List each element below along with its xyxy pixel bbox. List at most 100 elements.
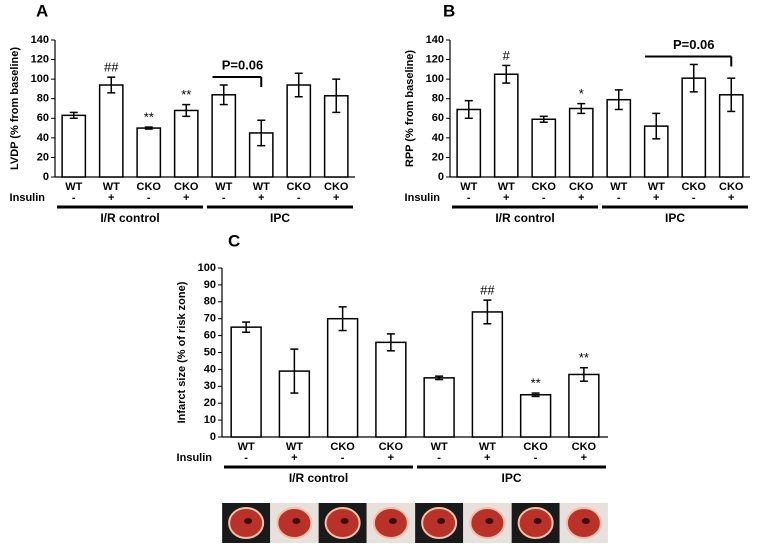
- x-tick-label: CKO: [682, 181, 707, 193]
- insulin-sign: -: [297, 192, 301, 204]
- y-tick-label: 0: [43, 171, 49, 183]
- insulin-sign: +: [653, 192, 659, 204]
- insulin-sign: -: [534, 452, 538, 464]
- error-bar: [290, 348, 299, 394]
- y-tick-label: 120: [426, 53, 444, 65]
- error-bar: [257, 119, 266, 147]
- y-tick-label: 60: [204, 330, 216, 342]
- x-tick-label: WT: [431, 441, 448, 453]
- y-axis-title: Infarct size (% of risk zone): [176, 281, 188, 423]
- y-tick-label: 0: [438, 171, 444, 183]
- y-tick-label: 70: [204, 313, 216, 325]
- ventricle: [485, 518, 494, 524]
- group-label: I/R control: [289, 471, 348, 485]
- insulin-sign: +: [728, 192, 734, 204]
- error-bar: [294, 72, 303, 98]
- x-tick-label: CKO: [569, 181, 594, 193]
- ventricle: [581, 518, 590, 524]
- x-tick-label: WT: [610, 181, 627, 193]
- error-bar: [689, 63, 698, 93]
- significance-mark: *: [579, 86, 584, 101]
- ventricle: [437, 518, 446, 524]
- insulin-sign: -: [244, 452, 248, 464]
- panel-label: C: [228, 231, 240, 250]
- significance-mark: ##: [480, 283, 495, 298]
- insulin-sign: -: [437, 452, 441, 464]
- insulin-sign: +: [258, 192, 264, 204]
- row-label: Insulin: [177, 452, 213, 464]
- significance-mark: **: [144, 110, 154, 125]
- ventricle: [533, 518, 542, 524]
- bar: [456, 108, 482, 178]
- error-bar: [182, 103, 191, 118]
- y-tick-label: 80: [204, 296, 216, 308]
- y-tick-label: 80: [432, 93, 444, 105]
- insulin-sign: -: [222, 192, 226, 204]
- tissue-photo: [559, 503, 608, 543]
- ventricle: [388, 518, 397, 524]
- tissue-photo: [318, 503, 367, 543]
- ventricle: [244, 518, 253, 524]
- error-bar: [614, 89, 623, 111]
- significance-mark: ##: [104, 60, 119, 75]
- y-tick-label: 20: [432, 151, 444, 163]
- insulin-sign: -: [692, 192, 696, 204]
- y-tick-label: 10: [204, 414, 216, 426]
- bar: [286, 84, 312, 178]
- x-tick-label: WT: [253, 181, 270, 193]
- insulin-sign: +: [503, 192, 509, 204]
- bar: [606, 98, 632, 178]
- y-tick-label: 20: [37, 151, 49, 163]
- bar: [531, 118, 557, 178]
- row-label: Insulin: [405, 192, 441, 204]
- error-bar: [144, 126, 153, 130]
- error-bar: [435, 375, 444, 381]
- y-tick-label: 40: [432, 132, 444, 144]
- error-bar: [219, 84, 228, 106]
- insulin-sign: +: [578, 192, 584, 204]
- significance-mark: #: [503, 48, 511, 63]
- insulin-sign: -: [147, 192, 151, 204]
- x-tick-label: WT: [460, 181, 477, 193]
- insulin-sign: -: [617, 192, 621, 204]
- y-tick-label: 90: [204, 279, 216, 291]
- y-tick-label: 40: [37, 132, 49, 144]
- error-bar: [579, 366, 588, 382]
- group-label: I/R control: [495, 211, 554, 225]
- bar: [98, 84, 124, 178]
- significance-mark: **: [531, 375, 541, 390]
- y-tick-label: 0: [210, 431, 216, 443]
- bar: [173, 109, 199, 178]
- y-tick-label: 140: [31, 34, 49, 46]
- x-tick-label: WT: [215, 181, 232, 193]
- significance-mark: **: [579, 350, 589, 365]
- y-axis-title: LVDP (% from baseline): [9, 47, 21, 170]
- insulin-sign: +: [183, 192, 189, 204]
- bar: [136, 127, 162, 178]
- insulin-sign: -: [72, 192, 76, 204]
- error-bar: [338, 306, 347, 332]
- y-tick-label: 140: [426, 34, 444, 46]
- tissue-photo: [270, 503, 319, 543]
- panel-label: B: [443, 1, 455, 20]
- x-tick-label: CKO: [523, 441, 548, 453]
- bar: [61, 114, 87, 178]
- group-label: IPC: [501, 471, 521, 485]
- ventricle: [292, 518, 301, 524]
- y-tick-label: 40: [204, 363, 216, 375]
- x-tick-label: CKO: [532, 181, 557, 193]
- y-tick-label: 100: [426, 73, 444, 85]
- x-tick-label: WT: [238, 441, 255, 453]
- y-axis-title: RPP (% from baseline): [404, 50, 416, 167]
- bar: [568, 107, 594, 178]
- bar: [493, 73, 519, 178]
- insulin-sign: -: [467, 192, 471, 204]
- y-tick-label: 20: [204, 397, 216, 409]
- insulin-sign: +: [388, 452, 394, 464]
- x-tick-label: WT: [65, 181, 82, 193]
- bracket-label: P=0.06: [222, 57, 264, 72]
- error-bar: [69, 111, 78, 120]
- insulin-sign: -: [542, 192, 546, 204]
- error-bar: [386, 333, 395, 352]
- x-tick-label: CKO: [174, 181, 199, 193]
